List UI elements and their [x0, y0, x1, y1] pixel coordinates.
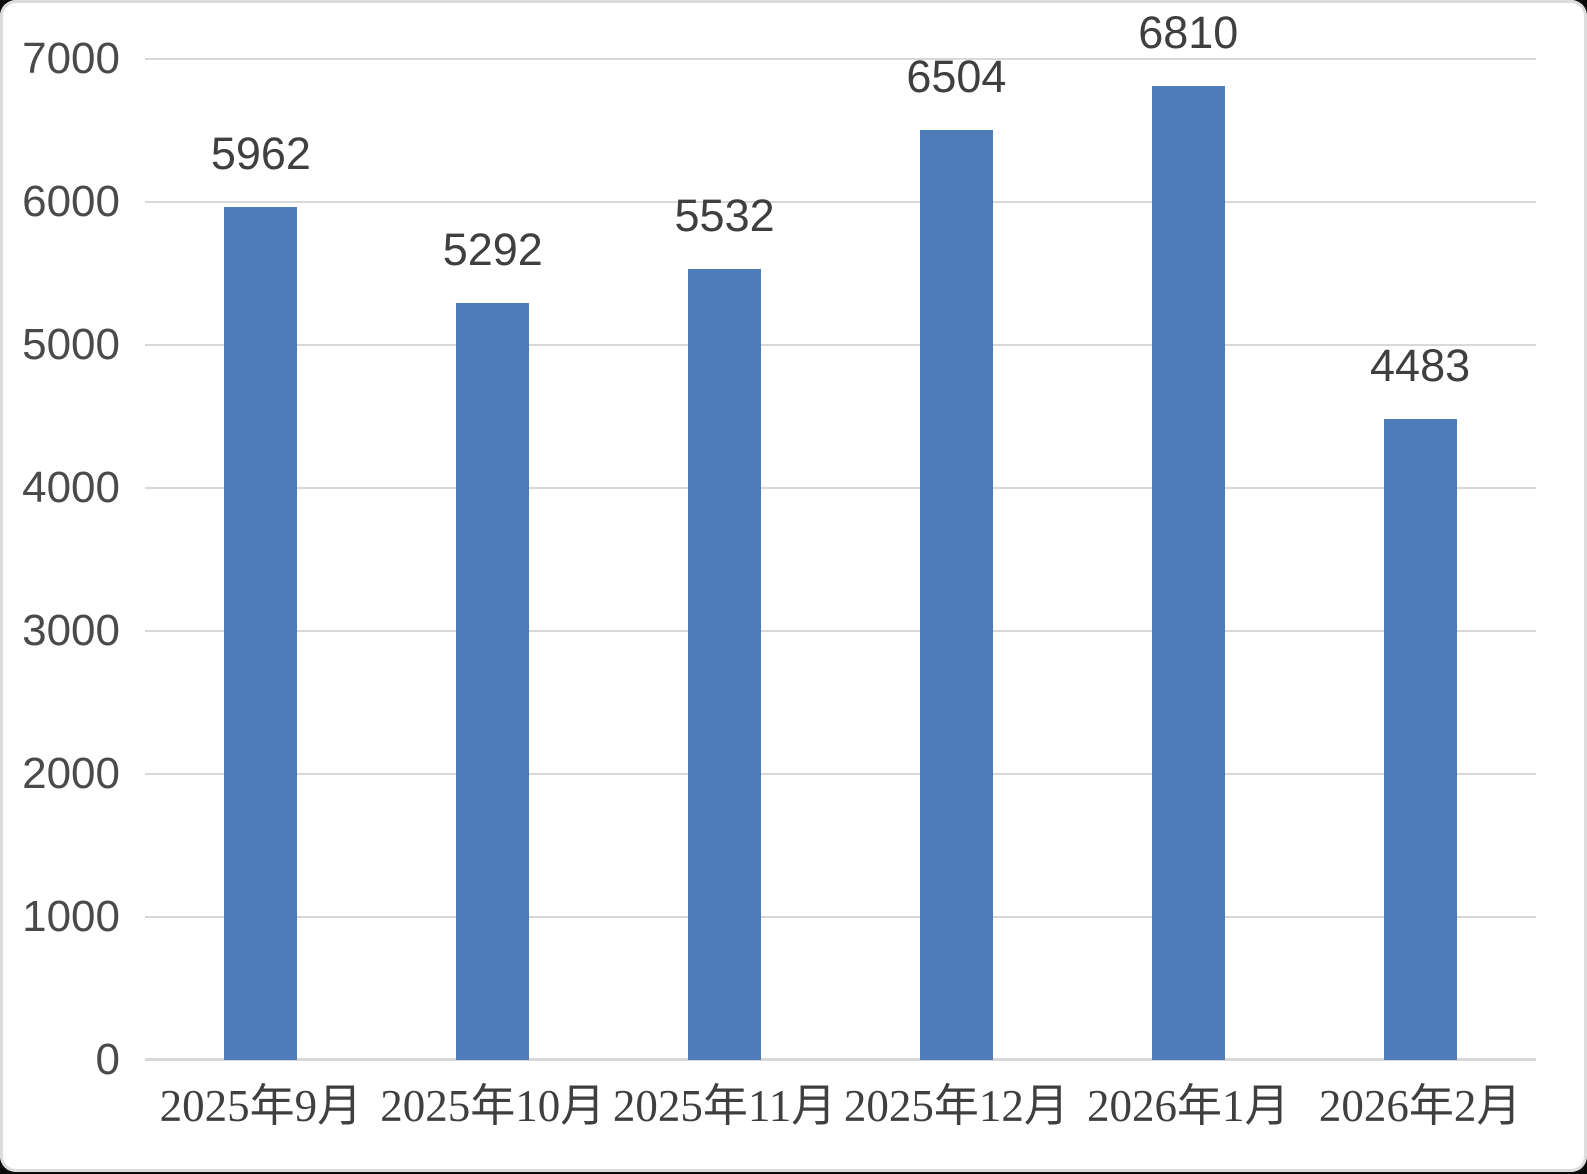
bar [456, 303, 530, 1060]
y-tick-label: 2000 [22, 749, 120, 798]
bar [1151, 86, 1225, 1060]
y-tick-label: 1000 [22, 892, 120, 941]
bar-value-label: 4483 [1370, 339, 1471, 391]
y-tick-label: 0 [95, 1035, 120, 1084]
bar-value-label: 5532 [674, 189, 775, 241]
x-category-label: 2025年10月 [380, 1081, 606, 1131]
gridline [145, 773, 1536, 775]
gridline [145, 58, 1536, 60]
bar-value-label: 6504 [906, 50, 1007, 102]
x-category-label: 2025年12月 [843, 1081, 1069, 1131]
gridline [145, 201, 1536, 203]
gridline [145, 916, 1536, 918]
y-tick-label: 4000 [22, 463, 120, 512]
bar-value-label: 6810 [1138, 7, 1239, 59]
x-axis-line [145, 1058, 1536, 1061]
bar [1383, 418, 1457, 1060]
x-category-label: 2025年9月 [159, 1081, 363, 1131]
gridline [145, 630, 1536, 632]
y-tick-label: 3000 [22, 606, 120, 655]
y-tick-label: 6000 [22, 177, 120, 226]
y-tick-label: 7000 [22, 34, 120, 83]
x-category-label: 2026年1月 [1086, 1081, 1290, 1131]
x-category-label: 2025年11月 [612, 1081, 837, 1131]
y-tick-label: 5000 [22, 320, 120, 369]
x-category-label: 2026年2月 [1318, 1081, 1522, 1131]
bar [224, 207, 298, 1060]
gridline [145, 487, 1536, 489]
gridline [145, 344, 1536, 346]
bar [688, 268, 762, 1060]
bar-value-label: 5962 [210, 128, 311, 180]
bar-value-label: 5292 [442, 224, 543, 276]
bar [919, 129, 993, 1060]
